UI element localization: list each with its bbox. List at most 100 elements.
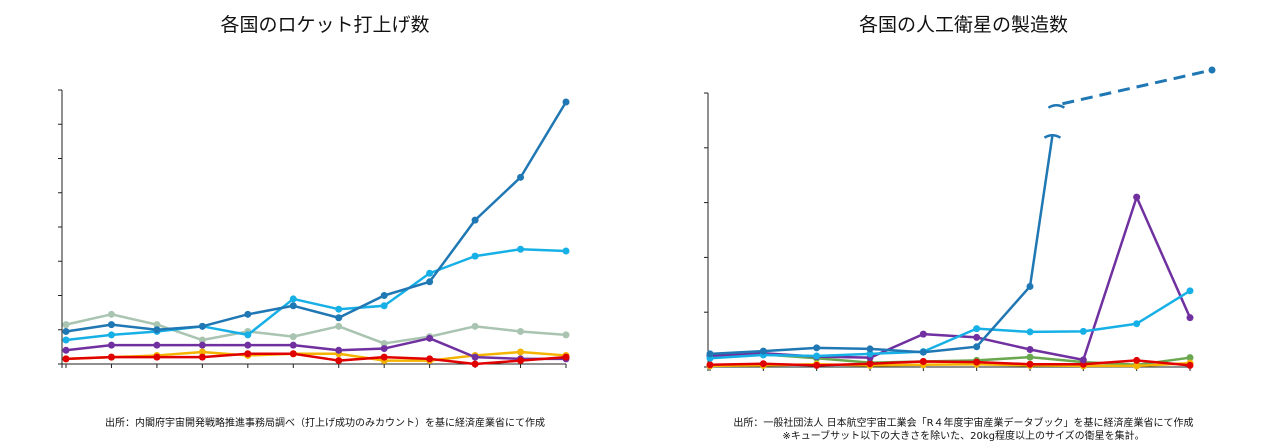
source-note: 出所：内閣府宇宙開発戦略推進事務局調べ（打上げ成功のみカウント）を基に経済産業省… <box>105 418 545 429</box>
data-point <box>426 355 434 363</box>
series-line-2 <box>709 195 1192 362</box>
series-line-5 <box>65 337 566 361</box>
series-line-0 <box>709 135 1054 356</box>
data-point <box>1186 314 1194 322</box>
source-note: 出所：一般社団法人 日本航空宇宙工業会「R４年度宇宙産業データブック」を基に経済… <box>733 418 1194 429</box>
data-point <box>335 357 343 365</box>
data-point <box>153 321 161 329</box>
data-point <box>107 331 115 339</box>
data-point <box>289 341 297 349</box>
data-point <box>1133 193 1141 201</box>
data-point <box>62 327 70 335</box>
chart-title: 各国のロケット打上げ数 <box>220 14 430 36</box>
data-point <box>335 305 343 313</box>
data-point <box>62 321 70 329</box>
data-point <box>706 350 714 358</box>
data-point <box>562 353 570 361</box>
data-point <box>335 314 343 322</box>
data-point <box>759 360 767 368</box>
data-point <box>244 341 252 349</box>
data-point <box>1186 354 1194 362</box>
data-point <box>380 353 388 361</box>
data-point <box>813 361 821 369</box>
data-point <box>471 322 479 330</box>
data-point <box>426 269 434 277</box>
data-point <box>813 344 821 352</box>
data-point <box>517 245 525 253</box>
data-point <box>289 350 297 358</box>
data-point <box>919 330 927 338</box>
data-point <box>1133 362 1141 370</box>
data-point <box>107 353 115 361</box>
data-point <box>517 357 525 365</box>
data-point <box>198 341 206 349</box>
data-point <box>1026 328 1034 336</box>
axis-break-mark <box>1047 103 1066 109</box>
data-point <box>866 350 874 358</box>
data-point <box>517 348 525 356</box>
data-point <box>866 360 874 368</box>
data-point <box>380 292 388 299</box>
data-point <box>153 341 161 349</box>
data-point <box>380 345 388 353</box>
data-point <box>244 350 252 358</box>
data-point <box>198 336 206 344</box>
data-point <box>973 333 981 341</box>
data-point <box>973 358 981 366</box>
launch-chart <box>58 89 570 368</box>
data-point <box>107 310 115 318</box>
data-point <box>62 346 70 354</box>
series-line-3 <box>65 350 567 362</box>
data-point <box>471 252 479 260</box>
data-point <box>813 352 821 360</box>
satellite-chart <box>704 66 1216 371</box>
data-point <box>1079 356 1087 364</box>
data-point <box>1079 327 1087 335</box>
data-point <box>562 247 570 255</box>
source-footnote: ※キューブサット以下の大きさを除いた、20kg程度以上のサイズの衛星を集計。 <box>782 431 1145 442</box>
data-point <box>562 331 570 339</box>
series-line-1 <box>65 248 567 342</box>
data-point <box>471 360 479 368</box>
data-point <box>62 336 70 344</box>
satellite-chart-panel: 各国の人工衛星の製造数 出所：一般社団法人 日本航空宇宙工業会「R４年度宇宙産業… <box>650 0 1277 448</box>
data-point <box>289 333 297 341</box>
series-line-5 <box>709 359 1191 367</box>
data-point <box>919 358 927 366</box>
data-point <box>107 321 115 329</box>
data-point <box>244 310 252 318</box>
data-point <box>471 353 479 361</box>
data-point <box>973 325 981 333</box>
data-point <box>973 343 981 351</box>
data-point <box>153 353 161 361</box>
data-point <box>380 302 388 310</box>
data-point <box>426 334 434 342</box>
launch-chart-panel: 各国のロケット打上げ数 出所：内閣府宇宙開発戦略推進事務局調べ（打上げ成功のみカ… <box>58 14 570 429</box>
data-point <box>198 353 206 361</box>
data-point <box>289 295 297 303</box>
data-point <box>919 348 927 356</box>
series-line-break-dashed <box>1062 68 1213 106</box>
data-point <box>426 278 434 286</box>
data-point <box>107 341 115 349</box>
data-point <box>153 326 161 334</box>
data-point <box>62 355 70 363</box>
data-point <box>1186 287 1194 295</box>
data-point <box>1026 345 1034 353</box>
data-point <box>1133 356 1141 364</box>
data-point <box>471 216 479 224</box>
data-point <box>866 345 874 353</box>
data-point <box>335 346 343 354</box>
data-point <box>198 322 206 330</box>
data-point <box>562 98 570 106</box>
series-line-0 <box>65 101 568 333</box>
data-point <box>517 327 525 335</box>
data-point <box>335 322 343 330</box>
data-point <box>706 361 714 369</box>
series-line-4 <box>65 352 567 366</box>
data-point <box>1026 282 1034 290</box>
data-point <box>1186 361 1194 369</box>
data-point <box>1026 353 1034 361</box>
data-point <box>1208 66 1216 74</box>
chart-title: 各国の人工衛星の製造数 <box>858 14 1068 36</box>
